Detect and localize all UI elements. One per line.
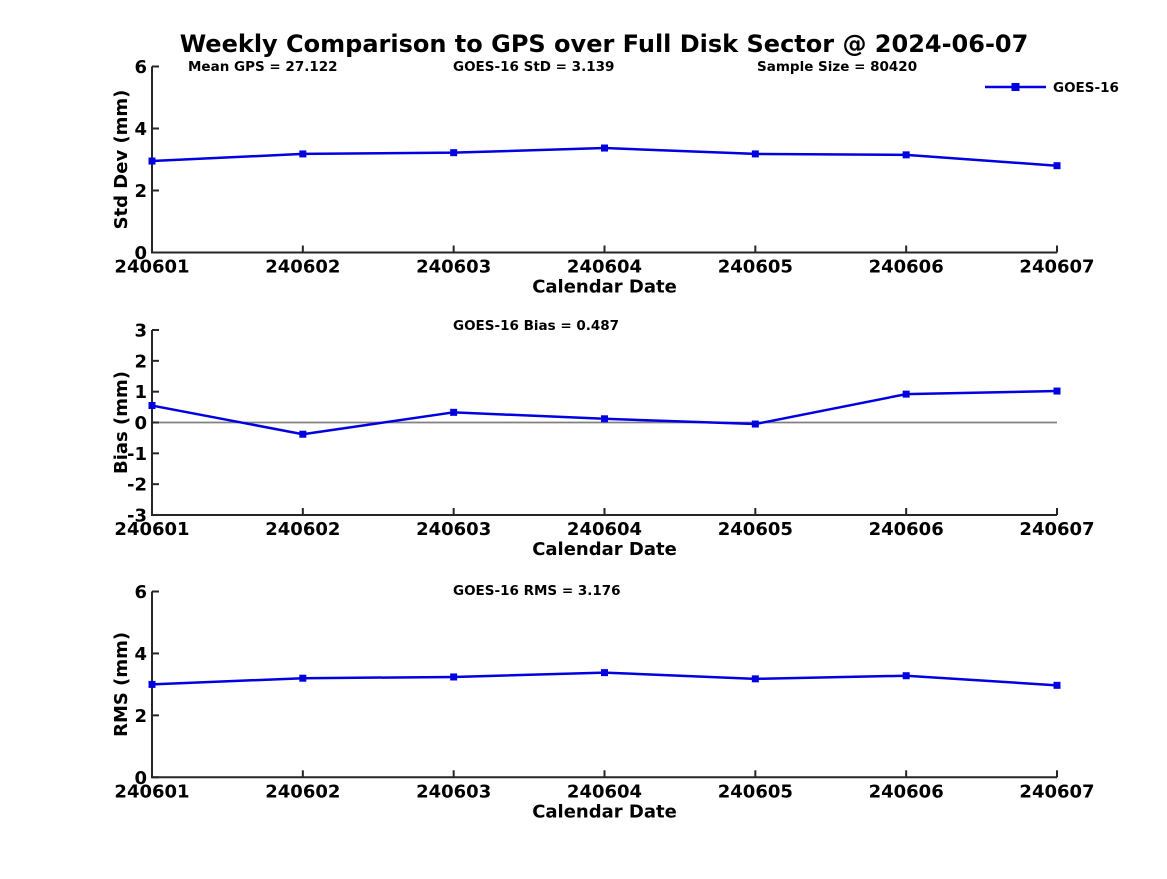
- data-point-marker: [902, 390, 910, 398]
- data-point-marker: [148, 157, 156, 165]
- figure-title: Weekly Comparison to GPS over Full Disk …: [180, 30, 1029, 58]
- y-tick-label: 6: [134, 57, 147, 78]
- x-tick-label: 240607: [1019, 519, 1094, 540]
- axes-frame: [151, 66, 1057, 254]
- series-line: [151, 389, 1058, 436]
- x-tick-label: 240606: [869, 519, 944, 540]
- y-tick-label: 0: [134, 243, 147, 264]
- y-axis-title: Bias (mm): [111, 371, 132, 474]
- stat-annotation: Sample Size = 80420: [757, 59, 917, 75]
- y-tick-label: 4: [134, 119, 147, 140]
- data-point-marker: [299, 430, 307, 438]
- data-point-marker: [751, 420, 759, 428]
- x-tick-label: 240602: [265, 781, 340, 802]
- x-axis-title: Calendar Date: [532, 539, 677, 560]
- x-tick-label: 240603: [416, 519, 491, 540]
- data-point-marker: [902, 151, 910, 159]
- data-point-marker: [450, 149, 458, 157]
- y-tick-label: 2: [134, 351, 147, 372]
- x-tick-label: 240607: [1019, 257, 1094, 278]
- y-tick-label: -2: [127, 475, 147, 496]
- data-point-marker: [1053, 162, 1061, 170]
- y-tick-label: 4: [134, 644, 147, 665]
- legend-label: GOES-16: [1053, 80, 1119, 96]
- data-point-marker: [601, 415, 608, 423]
- y-tick-label: 0: [134, 413, 147, 434]
- x-axis-title: Calendar Date: [532, 277, 677, 298]
- chart-rms: 0 2 4 6 240601 240602 240603 240604 240605 240606…: [111, 582, 1095, 822]
- x-tick-label: 240607: [1019, 781, 1094, 802]
- x-axis-title: Calendar Date: [532, 801, 677, 822]
- data-point-marker: [1053, 387, 1061, 395]
- stat-annotation: GOES-16 Bias = 0.487: [453, 318, 619, 334]
- x-tick-label: 240605: [718, 781, 793, 802]
- x-tick-label: 240606: [869, 781, 944, 802]
- x-tick-label: 240606: [869, 257, 944, 278]
- data-point-marker: [450, 408, 458, 416]
- x-tick-label: 240605: [718, 257, 793, 278]
- x-tick-label: 240605: [718, 519, 793, 540]
- axes-frame: [151, 591, 1057, 779]
- y-tick-label: 1: [134, 382, 147, 403]
- x-tick-label: 240603: [416, 257, 491, 278]
- y-axis-title: RMS (mm): [111, 632, 132, 737]
- data-point-marker: [148, 680, 156, 688]
- data-point-marker: [450, 673, 458, 681]
- x-tick-label: 240603: [416, 781, 491, 802]
- x-tick-label: 240601: [114, 519, 189, 540]
- data-point-marker: [148, 402, 156, 410]
- x-tick-label: 240604: [567, 257, 642, 278]
- data-point-marker: [1053, 681, 1061, 689]
- y-axis-title: Std Dev (mm): [111, 90, 132, 230]
- data-point-marker: [751, 150, 759, 158]
- y-tick-label: -3: [127, 506, 147, 527]
- stat-annotation: GOES-16 RMS = 3.176: [453, 583, 621, 599]
- y-tick-label: 6: [134, 582, 147, 603]
- x-tick-label: 240601: [114, 257, 189, 278]
- chart-bias: -3 -2 -1 0 1 2 3 240601 240602 240603 240604 240605…: [111, 318, 1095, 560]
- x-tick-label: 240604: [567, 519, 642, 540]
- data-point-marker: [601, 669, 608, 677]
- data-point-marker: [601, 144, 608, 152]
- data-point-marker: [299, 674, 307, 682]
- x-tick-label: 240604: [567, 781, 642, 802]
- y-tick-label: -1: [127, 444, 147, 465]
- x-tick-label: 240602: [265, 519, 340, 540]
- x-tick-label: 240602: [265, 257, 340, 278]
- data-point-marker: [902, 672, 910, 680]
- stat-annotation: Mean GPS = 27.122: [188, 59, 338, 75]
- y-tick-label: 3: [134, 321, 147, 342]
- data-point-marker: [751, 675, 759, 683]
- y-tick-label: 2: [134, 181, 147, 202]
- x-tick-label: 240601: [114, 781, 189, 802]
- chart-std-dev: 0 2 4 6 240601 240602 240603 240604 240605 240606…: [111, 57, 1119, 298]
- legend-marker: [1011, 83, 1020, 91]
- data-point-marker: [299, 150, 307, 158]
- stat-annotation: GOES-16 StD = 3.139: [453, 59, 614, 75]
- y-tick-label: 2: [134, 706, 147, 727]
- y-tick-label: 0: [134, 768, 147, 789]
